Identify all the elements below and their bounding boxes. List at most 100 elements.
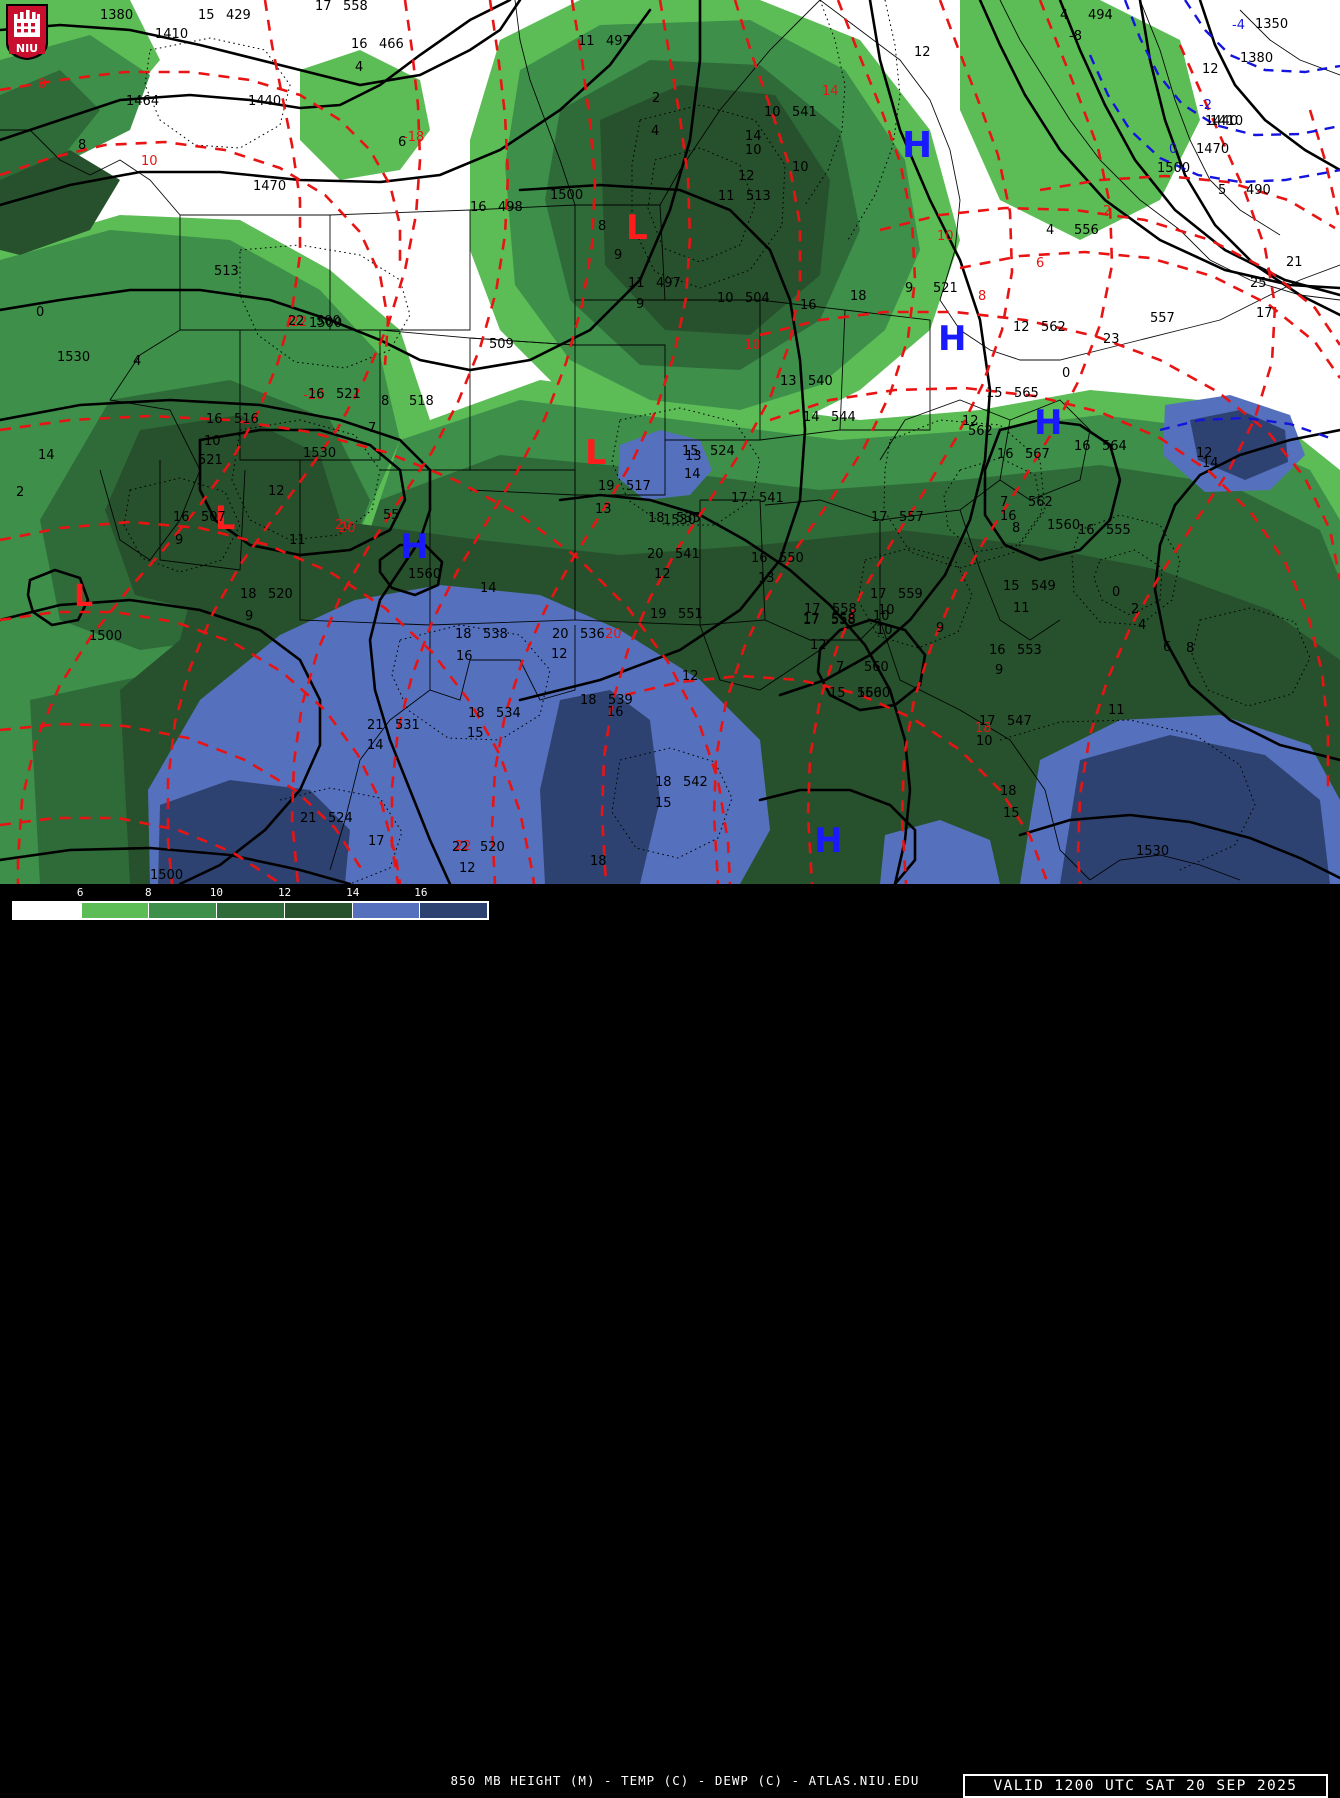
isotherm-label: 10 (744, 338, 761, 353)
station-temperature: 16 (470, 200, 487, 215)
isotherm-label: 0 (38, 77, 47, 92)
station-temperature: 2 (1131, 602, 1140, 617)
station-height: 497 (656, 276, 681, 291)
station-temperature: 21 (300, 811, 317, 826)
station-temperature: 10 (764, 105, 781, 120)
station-temperature: 18 (850, 289, 867, 304)
station-temperature: 9 (245, 609, 254, 624)
station-height: 516 (234, 412, 259, 427)
map-canvas[interactable]: NIU L L L L H H H H H 1380 1410 1440 1464 14… (0, 0, 1340, 884)
legend-tick-8: 8 (144, 886, 152, 899)
station-temperature: 7 (1000, 495, 1009, 510)
station-temperature: 18 (1000, 784, 1017, 799)
station-temperature: 0 (1062, 366, 1071, 381)
station-temperature: 2 (652, 91, 661, 106)
legend-tick-14: 14 (346, 886, 360, 899)
station-temperature: 4 (1046, 223, 1055, 238)
height-contour-label: 1530 (1136, 844, 1170, 859)
height-contour-label: 1500 (150, 868, 184, 883)
height-contour-label: 1560 (408, 567, 442, 582)
height-contour-label: 1380 (1240, 51, 1274, 66)
height-contour-label: 1440 (248, 94, 282, 109)
legend-tick-labels: 6 8 10 12 14 16 (12, 886, 489, 900)
product-caption: 850 MB HEIGHT (M) - TEMP (C) - DEWP (C) … (450, 1773, 920, 1788)
station-temperature: 14 (803, 410, 820, 425)
station-height: 539 (608, 693, 633, 708)
station-temperature: 9 (636, 297, 645, 312)
station-height: 562 (968, 424, 993, 439)
legend-swatch-4 (284, 903, 353, 918)
station-height: 494 (1088, 8, 1113, 23)
dewpoint-band-over16 (158, 410, 1330, 884)
station-height: 560 (857, 686, 882, 701)
station-temperature: 7 (368, 421, 377, 436)
station-height: 504 (745, 291, 770, 306)
station-height: 521 (336, 387, 361, 402)
station-temperature: 0 (36, 305, 45, 320)
station-height: 547 (1007, 714, 1032, 729)
station-temperature: 6 (1163, 640, 1172, 655)
station-temperature: 8 (78, 138, 87, 153)
station-temperature: 10 (792, 160, 809, 175)
station-temperature: 15 (986, 386, 1003, 401)
station-height: 562 (1041, 320, 1066, 335)
station-temperature: 10 (873, 609, 890, 624)
station-temperature: 14 (1202, 456, 1219, 471)
height-contour-label: 1380 (100, 8, 134, 23)
station-height: 567 (1025, 447, 1050, 462)
low-center-marker: L (626, 208, 648, 248)
legend-swatch-5 (352, 903, 421, 918)
station-temperature: 15 (467, 726, 484, 741)
station-temperature: 15 (1003, 579, 1020, 594)
station-temperature: 4 (1060, 8, 1069, 23)
legend-swatch-1 (81, 903, 150, 918)
station-temperature: 5 (1218, 183, 1227, 198)
isotherm-label: 0 (1169, 142, 1178, 157)
height-contour-label: 1500 (89, 629, 123, 644)
height-contour-label: 1410 (1210, 114, 1244, 129)
station-height: 538 (483, 627, 508, 642)
isotherm-label: -20 (303, 388, 325, 403)
station-temperature: 21 (367, 718, 384, 733)
station-height: 497 (606, 34, 631, 49)
station-height: 500 (316, 314, 341, 329)
isotherm-label: -2 (1199, 98, 1212, 113)
station-height: 551 (678, 607, 703, 622)
station-height: 535 (676, 511, 701, 526)
station-temperature: 18 (655, 775, 672, 790)
station-temperature: 16 (351, 37, 368, 52)
station-temperature: 23 (1103, 332, 1120, 347)
station-temperature: 12 (682, 669, 699, 684)
station-temperature: 10 (976, 734, 993, 749)
station-temperature: 12 (1013, 320, 1030, 335)
station-height: 531 (395, 718, 420, 733)
station-height: 558 (831, 613, 856, 628)
station-temperature: 12 (914, 45, 931, 60)
station-temperature: 8 (598, 219, 607, 234)
station-height: 466 (379, 37, 404, 52)
station-temperature: 17 (871, 510, 888, 525)
height-contour-label: 1530 (57, 350, 91, 365)
station-temperature: 13 (685, 449, 702, 464)
station-temperature: 11 (718, 189, 735, 204)
station-temperature: -8 (1069, 29, 1082, 44)
station-temperature: 55 (383, 508, 400, 523)
station-temperature: 14 (367, 738, 384, 753)
station-height: 513 (214, 264, 239, 279)
station-height: 565 (1014, 386, 1039, 401)
station-height: 520 (268, 587, 293, 602)
height-contour-label: 1530 (663, 513, 697, 528)
station-temperature: 17 (803, 613, 820, 628)
station-height: 524 (328, 811, 353, 826)
station-dewpoint: 16 (1000, 509, 1017, 524)
station-height: 490 (1246, 183, 1271, 198)
station-height: 541 (759, 491, 784, 506)
station-temperature: 18 (455, 627, 472, 642)
isotherm-label: 20 (335, 518, 352, 533)
station-temperature: 0 (1112, 585, 1121, 600)
station-height: 555 (1106, 523, 1131, 538)
height-contour-label: 1440 (1205, 114, 1239, 129)
station-temperature: 17 (315, 0, 332, 14)
station-temperature: 13 (758, 571, 775, 586)
legend-swatch-2 (149, 903, 218, 918)
